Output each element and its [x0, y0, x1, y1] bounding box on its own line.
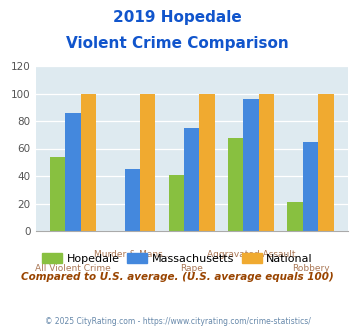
Text: Murder & Mans...: Murder & Mans... — [94, 250, 171, 259]
Text: 2019 Hopedale: 2019 Hopedale — [113, 10, 242, 25]
Bar — [50, 157, 65, 231]
Bar — [287, 202, 303, 231]
Bar — [140, 93, 155, 231]
Text: Rape: Rape — [180, 264, 203, 273]
Text: Compared to U.S. average. (U.S. average equals 100): Compared to U.S. average. (U.S. average … — [21, 272, 334, 282]
Text: Violent Crime Comparison: Violent Crime Comparison — [66, 36, 289, 51]
Bar — [125, 169, 140, 231]
Bar — [200, 93, 215, 231]
Bar — [259, 93, 274, 231]
Bar — [65, 113, 81, 231]
Text: All Violent Crime: All Violent Crime — [35, 264, 111, 273]
Bar — [303, 142, 318, 231]
Bar — [184, 128, 200, 231]
Bar — [228, 138, 244, 231]
Text: © 2025 CityRating.com - https://www.cityrating.com/crime-statistics/: © 2025 CityRating.com - https://www.city… — [45, 317, 310, 326]
Bar — [318, 93, 334, 231]
Bar — [81, 93, 96, 231]
Bar — [169, 175, 184, 231]
Legend: Hopedale, Massachusetts, National: Hopedale, Massachusetts, National — [38, 248, 317, 268]
Text: Aggravated Assault: Aggravated Assault — [207, 250, 295, 259]
Text: Robbery: Robbery — [292, 264, 329, 273]
Bar — [244, 99, 259, 231]
